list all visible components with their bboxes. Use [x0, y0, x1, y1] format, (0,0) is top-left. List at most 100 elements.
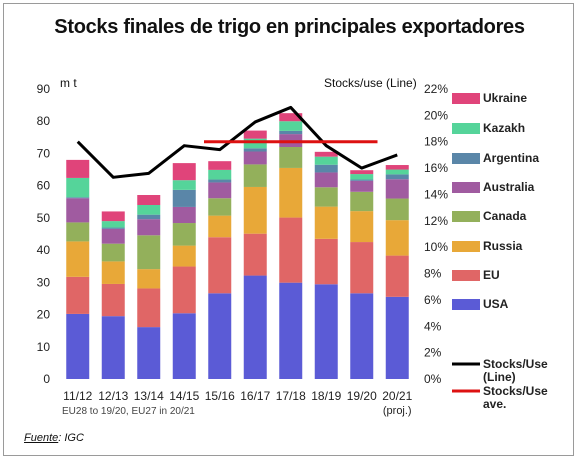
legend-label-argentina: Argentina: [483, 151, 539, 165]
y-tick-label: 40: [37, 243, 51, 257]
bar-usa-15-16: [208, 293, 232, 379]
legend-swatch-ukraine: [452, 93, 480, 104]
bar-argentina-12-13: [101, 227, 125, 229]
bar-russia-18-19: [314, 206, 338, 239]
bar-ukraine-15-16: [208, 161, 232, 170]
bar-canada-17-18: [279, 147, 303, 168]
bar-eu-18-19: [314, 238, 338, 285]
bar-russia-16-17: [243, 186, 267, 234]
y2-tick-label: 22%: [424, 82, 448, 96]
y2-tick-label: 2%: [424, 346, 442, 360]
x-tick-label: 14/15: [169, 389, 199, 403]
y2-tick-label: 0%: [424, 372, 442, 386]
bar-kazakh-12-13: [101, 221, 125, 228]
bar-ukraine-17-18: [279, 113, 303, 122]
y-tick-label: 10: [37, 340, 51, 354]
legend-label-kazakh: Kazakh: [483, 121, 525, 135]
legend-label-stocks-use-average: Stocks/Use ave.: [483, 384, 548, 411]
x-tick-label: 15/16: [205, 389, 235, 403]
bar-ukraine-19-20: [350, 170, 374, 175]
bar-ukraine-13-14: [137, 195, 161, 205]
bar-australia-15-16: [208, 182, 232, 199]
legend-swatch-russia: [452, 241, 480, 252]
x-tick-label: 12/13: [98, 389, 128, 403]
legend-swatch-argentina: [452, 153, 480, 164]
y2-tick-label: 6%: [424, 293, 442, 307]
y-tick-label: 50: [37, 211, 51, 225]
bar-kazakh-15-16: [208, 169, 232, 180]
bar-russia-15-16: [208, 215, 232, 238]
bar-eu-12-13: [101, 283, 125, 317]
legend-label-ukraine: Ukraine: [483, 91, 527, 105]
bar-russia-11-12: [66, 241, 90, 277]
bar-kazakh-13-14: [137, 205, 161, 215]
x-tick-label: 13/14: [134, 389, 164, 403]
bar-canada-15-16: [208, 198, 232, 216]
bar-russia-12-13: [101, 261, 125, 284]
bar-canada-16-17: [243, 164, 267, 187]
y-tick-label: 70: [37, 146, 51, 160]
bar-usa-18-19: [314, 284, 338, 379]
bar-usa-20-21: [385, 296, 409, 379]
bar-argentina-14-15: [172, 189, 196, 207]
bar-eu-11-12: [66, 276, 90, 314]
bar-argentina-11-12: [66, 197, 90, 199]
bar-argentina-18-19: [314, 164, 338, 173]
x-tick-label: 18/19: [311, 389, 341, 403]
y-tick-label: 60: [37, 179, 51, 193]
bar-kazakh-18-19: [314, 156, 338, 165]
y2-tick-label: 4%: [424, 319, 442, 333]
bar-usa-14-15: [172, 313, 196, 379]
bar-kazakh-19-20: [350, 174, 374, 180]
bar-argentina-16-17: [243, 148, 267, 152]
bar-kazakh-16-17: [243, 138, 267, 149]
axis-footnote: EU28 to 19/20, EU27 in 20/21: [62, 406, 195, 417]
y2-tick-label: 8%: [424, 267, 442, 281]
bar-canada-18-19: [314, 187, 338, 207]
bar-kazakh-11-12: [66, 177, 90, 198]
bar-ukraine-18-19: [314, 151, 338, 157]
y2-tick-label: 12%: [424, 214, 448, 228]
y-tick-label: 30: [37, 275, 51, 289]
bar-canada-20-21: [385, 198, 409, 221]
bar-argentina-19-20: [350, 179, 374, 181]
bar-usa-13-14: [137, 327, 161, 379]
bar-australia-14-15: [172, 206, 196, 224]
bar-canada-13-14: [137, 235, 161, 270]
y2-tick-label: 18%: [424, 135, 448, 149]
legend-label-stocks-use: Stocks/Use (Line): [483, 357, 548, 384]
bar-canada-11-12: [66, 222, 90, 242]
y2-tick-label: 20%: [424, 108, 448, 122]
source-label: Fuente: [24, 432, 59, 444]
source-note: Fuente: IGC: [24, 432, 84, 444]
x-tick-label: 16/17: [240, 389, 270, 403]
bar-russia-17-18: [279, 167, 303, 218]
legend-label-usa: USA: [483, 297, 509, 311]
y2-tick-label: 10%: [424, 240, 448, 254]
bar-canada-19-20: [350, 191, 374, 212]
bar-australia-12-13: [101, 228, 125, 244]
y-tick-label: 20: [37, 308, 51, 322]
bar-eu-16-17: [243, 233, 267, 276]
y-axis-label-right: Stocks/use (Line): [324, 76, 417, 90]
bar-eu-20-21: [385, 255, 409, 297]
bar-eu-19-20: [350, 242, 374, 294]
bar-usa-17-18: [279, 282, 303, 379]
bar-eu-13-14: [137, 288, 161, 328]
bar-russia-14-15: [172, 245, 196, 267]
x-tick-sublabel: (proj.): [383, 405, 412, 417]
bar-usa-12-13: [101, 316, 125, 379]
x-tick-label: 19/20: [347, 389, 377, 403]
y-tick-label: 0: [43, 372, 50, 386]
bar-usa-16-17: [243, 275, 267, 379]
legend-swatch-usa: [452, 299, 480, 310]
legend-swatch-australia: [452, 182, 480, 193]
bar-argentina-15-16: [208, 179, 232, 183]
bar-australia-13-14: [137, 219, 161, 236]
bar-ukraine-12-13: [101, 211, 125, 222]
bar-ukraine-14-15: [172, 163, 196, 181]
bar-australia-18-19: [314, 172, 338, 188]
bar-argentina-20-21: [385, 174, 409, 180]
bar-argentina-17-18: [279, 130, 303, 135]
x-tick-label: 20/21: [382, 389, 412, 403]
